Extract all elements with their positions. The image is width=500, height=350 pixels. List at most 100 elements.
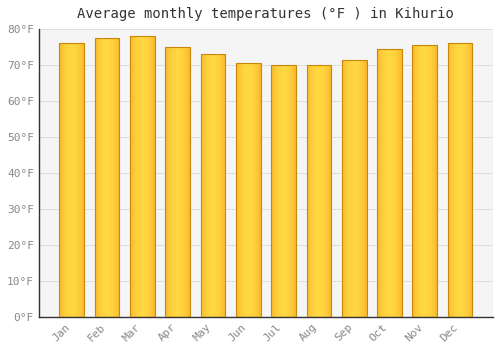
- Bar: [175, 47, 176, 317]
- Bar: [182, 47, 184, 317]
- Bar: [83, 43, 84, 317]
- Bar: [471, 43, 472, 317]
- Bar: [424, 45, 425, 317]
- Bar: [258, 63, 259, 317]
- Bar: [381, 49, 382, 317]
- Bar: [116, 38, 117, 317]
- Bar: [114, 38, 115, 317]
- Bar: [462, 43, 463, 317]
- Bar: [132, 36, 133, 317]
- Bar: [430, 45, 431, 317]
- Bar: [103, 38, 104, 317]
- Bar: [130, 36, 132, 317]
- Bar: [252, 63, 253, 317]
- Bar: [308, 65, 309, 317]
- Bar: [170, 47, 171, 317]
- Bar: [150, 36, 151, 317]
- Bar: [428, 45, 429, 317]
- Bar: [359, 60, 360, 317]
- Bar: [104, 38, 105, 317]
- Bar: [379, 49, 380, 317]
- Bar: [73, 43, 74, 317]
- Bar: [218, 54, 219, 317]
- Bar: [216, 54, 218, 317]
- Bar: [205, 54, 206, 317]
- Bar: [396, 49, 397, 317]
- Bar: [200, 54, 226, 317]
- Bar: [470, 43, 471, 317]
- Bar: [275, 65, 276, 317]
- Bar: [96, 38, 97, 317]
- Bar: [324, 65, 325, 317]
- Bar: [151, 36, 152, 317]
- Bar: [400, 49, 401, 317]
- Bar: [112, 38, 114, 317]
- Bar: [390, 49, 392, 317]
- Bar: [434, 45, 436, 317]
- Bar: [412, 45, 413, 317]
- Bar: [397, 49, 398, 317]
- Bar: [208, 54, 210, 317]
- Bar: [412, 45, 437, 317]
- Bar: [136, 36, 137, 317]
- Bar: [188, 47, 189, 317]
- Bar: [327, 65, 328, 317]
- Bar: [289, 65, 290, 317]
- Bar: [241, 63, 242, 317]
- Bar: [353, 60, 354, 317]
- Bar: [398, 49, 400, 317]
- Bar: [292, 65, 293, 317]
- Bar: [318, 65, 319, 317]
- Bar: [74, 43, 75, 317]
- Bar: [355, 60, 356, 317]
- Bar: [350, 60, 351, 317]
- Bar: [173, 47, 174, 317]
- Bar: [236, 63, 237, 317]
- Bar: [384, 49, 385, 317]
- Bar: [277, 65, 278, 317]
- Bar: [166, 47, 167, 317]
- Bar: [256, 63, 257, 317]
- Bar: [239, 63, 240, 317]
- Bar: [317, 65, 318, 317]
- Bar: [148, 36, 149, 317]
- Bar: [172, 47, 173, 317]
- Bar: [238, 63, 239, 317]
- Bar: [467, 43, 468, 317]
- Bar: [280, 65, 281, 317]
- Bar: [361, 60, 362, 317]
- Bar: [118, 38, 119, 317]
- Bar: [382, 49, 384, 317]
- Bar: [414, 45, 415, 317]
- Bar: [174, 47, 175, 317]
- Bar: [347, 60, 348, 317]
- Bar: [455, 43, 456, 317]
- Bar: [133, 36, 134, 317]
- Bar: [306, 65, 307, 317]
- Bar: [75, 43, 76, 317]
- Bar: [153, 36, 154, 317]
- Bar: [79, 43, 80, 317]
- Bar: [468, 43, 469, 317]
- Bar: [392, 49, 393, 317]
- Bar: [204, 54, 205, 317]
- Bar: [60, 43, 62, 317]
- Bar: [142, 36, 143, 317]
- Bar: [68, 43, 70, 317]
- Bar: [393, 49, 394, 317]
- Bar: [314, 65, 315, 317]
- Bar: [294, 65, 296, 317]
- Bar: [221, 54, 222, 317]
- Bar: [378, 49, 379, 317]
- Bar: [342, 60, 366, 317]
- Bar: [395, 49, 396, 317]
- Bar: [185, 47, 186, 317]
- Bar: [286, 65, 288, 317]
- Bar: [259, 63, 260, 317]
- Bar: [448, 43, 449, 317]
- Bar: [236, 63, 260, 317]
- Bar: [377, 49, 378, 317]
- Bar: [187, 47, 188, 317]
- Bar: [137, 36, 138, 317]
- Bar: [168, 47, 169, 317]
